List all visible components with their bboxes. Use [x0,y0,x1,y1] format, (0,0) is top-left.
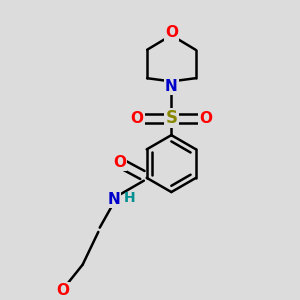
Text: O: O [131,111,144,126]
Text: N: N [165,79,178,94]
Text: N: N [108,192,120,207]
Text: O: O [56,283,69,298]
Text: O: O [113,155,126,170]
Text: H: H [124,191,135,205]
Text: O: O [199,111,212,126]
Text: O: O [165,25,178,40]
Text: S: S [165,109,177,127]
